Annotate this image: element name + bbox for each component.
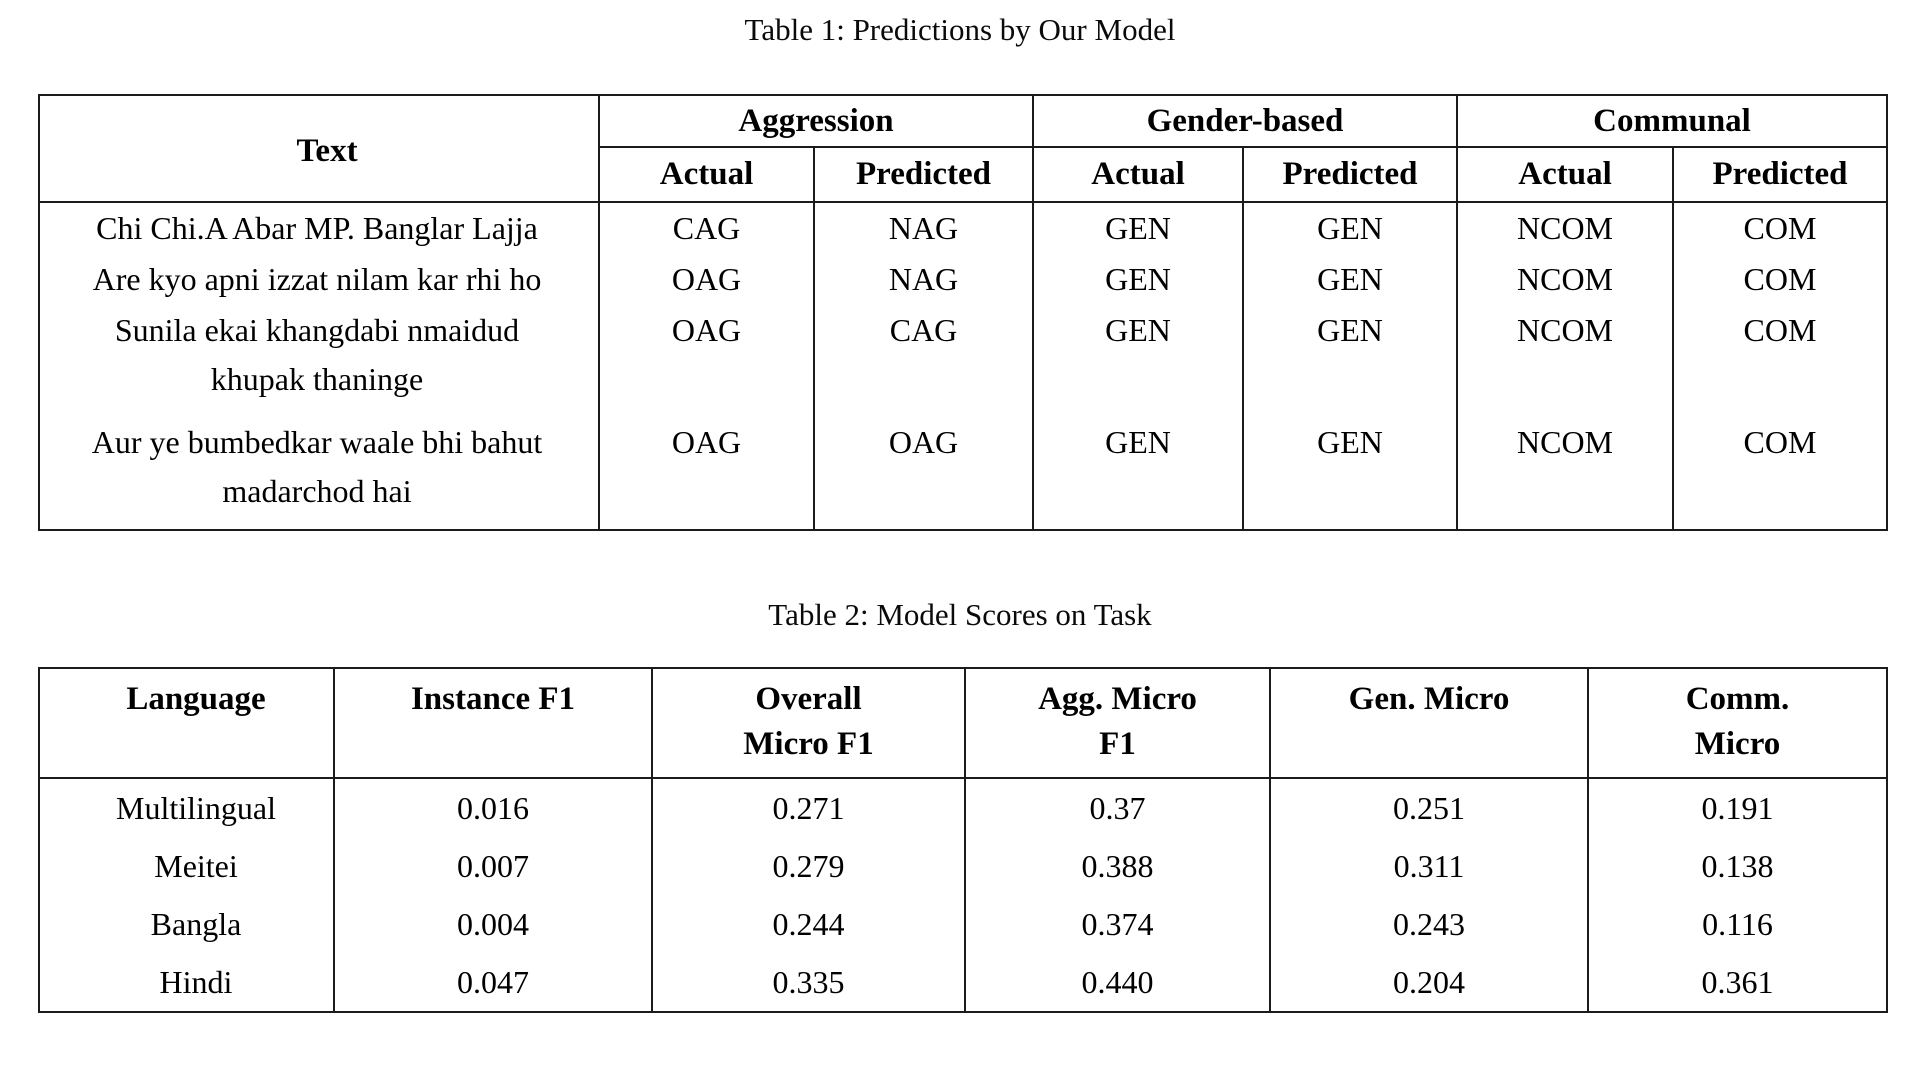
- comm-micro-cell: 0.116: [1587, 895, 1888, 953]
- table1-group-aggression: Aggression: [598, 95, 1034, 148]
- table1-subheader-gen-actual: Actual: [1032, 147, 1244, 203]
- gen-actual-cell: GEN: [1032, 417, 1244, 530]
- header-line: Language: [126, 681, 266, 717]
- text-cell: Are kyo apni izzat nilam kar rhi ho: [38, 254, 600, 305]
- agg-actual-cell: CAG: [598, 202, 815, 254]
- com-predicted-cell: COM: [1672, 254, 1888, 305]
- overall-micro-f1-cell: 0.335: [651, 953, 966, 1012]
- com-predicted-cell: COM: [1672, 202, 1888, 254]
- table1-predictions: Text Aggression Gender-based Communal Ac…: [38, 94, 1888, 531]
- table2-model-scores: Language Instance F1 Overall Micro F1 Ag…: [38, 667, 1888, 1013]
- gen-actual-cell: GEN: [1032, 305, 1244, 417]
- agg-micro-f1-cell: 0.440: [964, 953, 1271, 1012]
- table1-caption: Table 1: Predictions by Our Model: [744, 12, 1176, 47]
- header-line: Gen. Micro: [1348, 681, 1510, 717]
- instance-f1-cell: 0.007: [333, 837, 653, 895]
- table2-header-agg-micro-f1: Agg. Micro F1: [964, 668, 1271, 779]
- gen-predicted-cell: GEN: [1242, 417, 1458, 530]
- instance-f1-cell: 0.016: [333, 778, 653, 837]
- table1-group-gender-based: Gender-based: [1032, 95, 1458, 148]
- text-cell: Sunila ekai khangdabi nmaidud khupak tha…: [38, 305, 600, 417]
- gen-micro-cell: 0.251: [1269, 778, 1589, 837]
- table2-header-comm-micro: Comm. Micro: [1587, 668, 1888, 779]
- gen-predicted-cell: GEN: [1242, 254, 1458, 305]
- table1-subheader-row: Actual Predicted Actual Predicted Actual…: [39, 147, 1888, 203]
- table2-header-language: Language: [38, 668, 335, 779]
- instance-f1-cell: 0.047: [333, 953, 653, 1012]
- header-line: Instance F1: [410, 681, 576, 717]
- header-line: Micro F1: [743, 726, 874, 762]
- gen-micro-cell: 0.243: [1269, 895, 1589, 953]
- language-cell: Multilingual: [38, 778, 335, 837]
- agg-actual-cell: OAG: [598, 417, 815, 530]
- instance-f1-cell: 0.004: [333, 895, 653, 953]
- gen-predicted-cell: GEN: [1242, 202, 1458, 254]
- com-predicted-cell: COM: [1672, 417, 1888, 530]
- language-cell: Hindi: [38, 953, 335, 1012]
- overall-micro-f1-cell: 0.271: [651, 778, 966, 837]
- table1-subheader-agg-predicted: Predicted: [813, 147, 1034, 203]
- language-cell: Bangla: [38, 895, 335, 953]
- table2-header-gen-micro: Gen. Micro: [1269, 668, 1589, 779]
- table1-group-header-row: Text Aggression Gender-based Communal: [38, 95, 1888, 203]
- table2-header-instance-f1: Instance F1: [333, 668, 653, 779]
- text-line: madarchod hai: [222, 473, 412, 509]
- header-line: Agg. Micro: [1038, 681, 1197, 717]
- table1-row-2: Are kyo apni izzat nilam kar rhi ho OAG …: [38, 254, 1888, 305]
- com-actual-cell: NCOM: [1456, 254, 1674, 305]
- table2-header-overall-micro-f1: Overall Micro F1: [651, 668, 966, 779]
- agg-micro-f1-cell: 0.374: [964, 895, 1271, 953]
- language-cell: Meitei: [38, 837, 335, 895]
- overall-micro-f1-cell: 0.279: [651, 837, 966, 895]
- agg-actual-cell: OAG: [598, 254, 815, 305]
- text-line: Are kyo apni izzat nilam kar rhi ho: [92, 261, 542, 297]
- text-cell: Aur ye bumbedkar waale bhi bahut madarch…: [38, 417, 600, 530]
- table2-header-row: Language Instance F1 Overall Micro F1 Ag…: [38, 668, 1888, 779]
- table1-header-text: Text: [38, 95, 600, 203]
- overall-micro-f1-cell: 0.244: [651, 895, 966, 953]
- agg-predicted-cell: CAG: [813, 305, 1034, 417]
- table1-row-1: Chi Chi.A Abar MP. Banglar Lajja CAG NAG…: [38, 202, 1888, 254]
- comm-micro-cell: 0.191: [1587, 778, 1888, 837]
- text-cell: Chi Chi.A Abar MP. Banglar Lajja: [38, 202, 600, 254]
- agg-micro-f1-cell: 0.388: [964, 837, 1271, 895]
- gen-micro-cell: 0.204: [1269, 953, 1589, 1012]
- table1-subheader-gen-predicted: Predicted: [1242, 147, 1458, 203]
- comm-micro-cell: 0.361: [1587, 953, 1888, 1012]
- table1-row-3: Sunila ekai khangdabi nmaidud khupak tha…: [38, 305, 1888, 417]
- com-actual-cell: NCOM: [1456, 305, 1674, 417]
- agg-actual-cell: OAG: [598, 305, 815, 417]
- agg-predicted-cell: NAG: [813, 202, 1034, 254]
- agg-predicted-cell: NAG: [813, 254, 1034, 305]
- table1-row-4: Aur ye bumbedkar waale bhi bahut madarch…: [38, 417, 1888, 530]
- table2-row-meitei: Meitei 0.007 0.279 0.388 0.311 0.138: [38, 837, 1888, 895]
- gen-actual-cell: GEN: [1032, 254, 1244, 305]
- table2-row-bangla: Bangla 0.004 0.244 0.374 0.243 0.116: [38, 895, 1888, 953]
- table1-subheader-com-predicted: Predicted: [1672, 147, 1888, 203]
- table1-group-communal: Communal: [1456, 95, 1888, 148]
- com-actual-cell: NCOM: [1456, 417, 1674, 530]
- com-actual-cell: NCOM: [1456, 202, 1674, 254]
- text-line: khupak thaninge: [210, 361, 424, 397]
- comm-micro-cell: 0.138: [1587, 837, 1888, 895]
- text-line: Sunila ekai khangdabi nmaidud: [114, 312, 520, 348]
- table2-row-multilingual: Multilingual 0.016 0.271 0.37 0.251 0.19…: [38, 778, 1888, 837]
- gen-predicted-cell: GEN: [1242, 305, 1458, 417]
- table2-caption: Table 2: Model Scores on Task: [768, 597, 1152, 632]
- header-line: Comm.: [1685, 681, 1790, 717]
- com-predicted-cell: COM: [1672, 305, 1888, 417]
- header-line: Micro: [1694, 726, 1781, 762]
- header-line: Overall: [755, 681, 862, 717]
- table2-row-hindi: Hindi 0.047 0.335 0.440 0.204 0.361: [38, 953, 1888, 1012]
- text-line: Chi Chi.A Abar MP. Banglar Lajja: [96, 210, 538, 246]
- table1-subheader-agg-actual: Actual: [598, 147, 815, 203]
- header-line: F1: [1099, 726, 1136, 762]
- table1-subheader-com-actual: Actual: [1456, 147, 1674, 203]
- agg-predicted-cell: OAG: [813, 417, 1034, 530]
- agg-micro-f1-cell: 0.37: [964, 778, 1271, 837]
- gen-micro-cell: 0.311: [1269, 837, 1589, 895]
- gen-actual-cell: GEN: [1032, 202, 1244, 254]
- text-line: Aur ye bumbedkar waale bhi bahut: [91, 424, 543, 460]
